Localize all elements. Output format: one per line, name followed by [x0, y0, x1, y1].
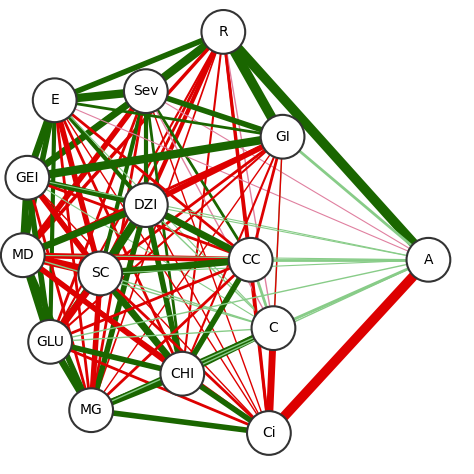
Text: Sev: Sev — [133, 84, 159, 98]
Text: CHI: CHI — [170, 367, 194, 381]
Circle shape — [6, 156, 49, 200]
Circle shape — [407, 238, 450, 282]
Text: E: E — [50, 93, 59, 107]
Circle shape — [261, 115, 304, 159]
Text: GI: GI — [275, 130, 290, 144]
Circle shape — [201, 10, 245, 54]
Circle shape — [252, 306, 295, 350]
Circle shape — [247, 411, 291, 455]
Text: CC: CC — [241, 253, 260, 267]
Circle shape — [78, 252, 122, 295]
Text: GLU: GLU — [36, 335, 64, 349]
Text: A: A — [424, 253, 433, 267]
Circle shape — [124, 183, 168, 227]
Circle shape — [28, 320, 72, 364]
Circle shape — [1, 233, 45, 277]
Text: C: C — [269, 321, 278, 335]
Text: DZI: DZI — [134, 198, 158, 212]
Text: SC: SC — [91, 266, 109, 281]
Text: GEI: GEI — [16, 171, 39, 185]
Circle shape — [33, 78, 77, 122]
Text: Ci: Ci — [262, 426, 276, 440]
Text: R: R — [219, 25, 228, 39]
Circle shape — [229, 238, 273, 282]
Circle shape — [160, 352, 204, 396]
Text: MD: MD — [11, 248, 34, 262]
Text: MG: MG — [80, 403, 102, 417]
Circle shape — [69, 388, 113, 432]
Circle shape — [124, 69, 168, 113]
